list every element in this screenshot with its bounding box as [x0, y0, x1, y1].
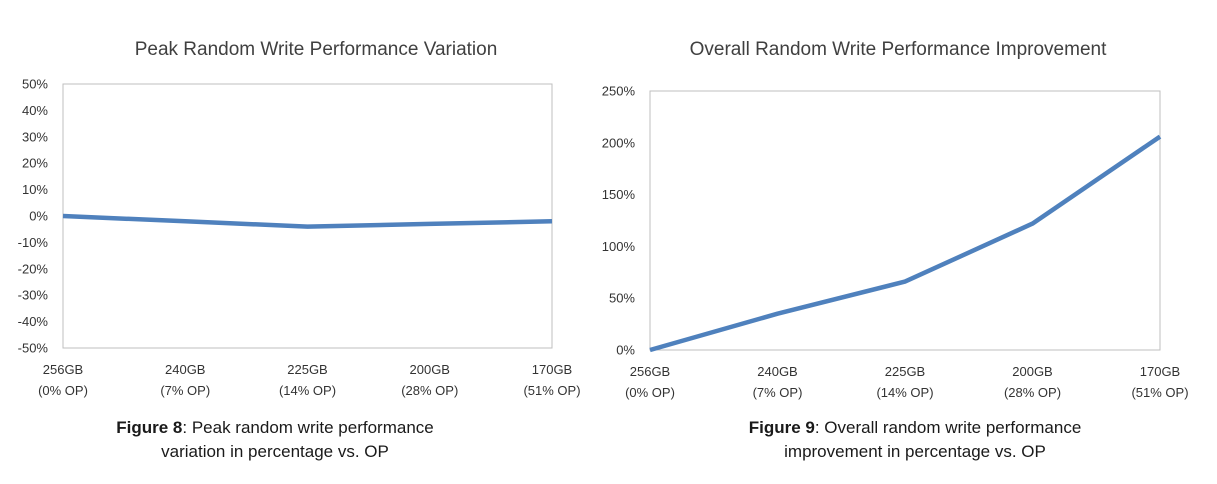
chart-panel-overall-improvement: Overall Random Write Performance Improve…: [600, 0, 1217, 484]
x-tick-label-capacity: 225GB: [287, 362, 327, 377]
figure-8-text-line2: variation in percentage vs. OP: [161, 442, 389, 461]
figure-9-text-line1: : Overall random write performance: [814, 418, 1082, 437]
x-tick-label-op: (7% OP): [160, 383, 210, 398]
y-tick-label: 200%: [602, 135, 636, 150]
y-tick-label: 150%: [602, 187, 636, 202]
chart-panel-peak-variation: Peak Random Write Performance Variation 5…: [0, 0, 600, 484]
x-tick-label-op: (14% OP): [876, 385, 933, 400]
x-tick-label-op: (28% OP): [401, 383, 458, 398]
x-tick-label-capacity: 256GB: [630, 364, 670, 379]
y-tick-label: 50%: [22, 77, 48, 92]
y-tick-label: 100%: [602, 239, 636, 254]
x-tick-label-op: (14% OP): [279, 383, 336, 398]
x-tick-label-op: (0% OP): [38, 383, 88, 398]
y-tick-label: 0%: [29, 209, 48, 224]
y-tick-label: -10%: [18, 235, 49, 250]
y-tick-label: 50%: [609, 291, 635, 306]
x-tick-label-op: (7% OP): [753, 385, 803, 400]
y-tick-label: 30%: [22, 129, 48, 144]
chart-overall-improvement: Overall Random Write Performance Improve…: [602, 39, 1189, 400]
plot-area-border: [62, 83, 553, 349]
x-tick-label-capacity: 240GB: [165, 362, 205, 377]
figure-8-label: Figure 8: [116, 418, 183, 437]
y-tick-label: -40%: [18, 314, 49, 329]
series-line: [649, 134, 1162, 353]
x-tick-label-capacity: 256GB: [43, 362, 83, 377]
x-tick-label-op: (0% OP): [625, 385, 675, 400]
y-tick-label: -20%: [18, 261, 49, 276]
y-tick-label: 40%: [22, 103, 48, 118]
chart-peak-variation: Peak Random Write Performance Variation 5…: [18, 39, 581, 398]
y-tick-label: -30%: [18, 288, 49, 303]
x-tick-label-op: (28% OP): [1004, 385, 1061, 400]
x-tick-label-op: (51% OP): [523, 383, 580, 398]
figure-8-caption: Figure 8: Peak random write performance …: [60, 416, 490, 464]
x-tick-label-capacity: 225GB: [885, 364, 925, 379]
y-tick-label: 0%: [616, 343, 635, 358]
x-tick-label-capacity: 170GB: [1140, 364, 1180, 379]
chart-title: Peak Random Write Performance Variation: [135, 39, 498, 60]
series-line: [62, 213, 553, 229]
y-tick-label: 250%: [602, 84, 636, 99]
x-tick-label-capacity: 240GB: [757, 364, 797, 379]
figure-9-label: Figure 9: [748, 418, 815, 437]
figure-9-text-line2: improvement in percentage vs. OP: [784, 442, 1046, 461]
y-tick-label: 10%: [22, 182, 48, 197]
chart-title: Overall Random Write Performance Improve…: [690, 39, 1107, 60]
x-tick-label-op: (51% OP): [1131, 385, 1188, 400]
y-tick-label: -50%: [18, 341, 49, 356]
x-tick-label-capacity: 200GB: [1012, 364, 1052, 379]
y-tick-label: 20%: [22, 156, 48, 171]
x-tick-label-capacity: 200GB: [410, 362, 450, 377]
x-tick-label-capacity: 170GB: [532, 362, 572, 377]
figure-9-caption: Figure 9: Overall random write performan…: [690, 416, 1140, 464]
plot-area-border: [649, 90, 1161, 351]
figure-8-text-line1: : Peak random write performance: [182, 418, 434, 437]
